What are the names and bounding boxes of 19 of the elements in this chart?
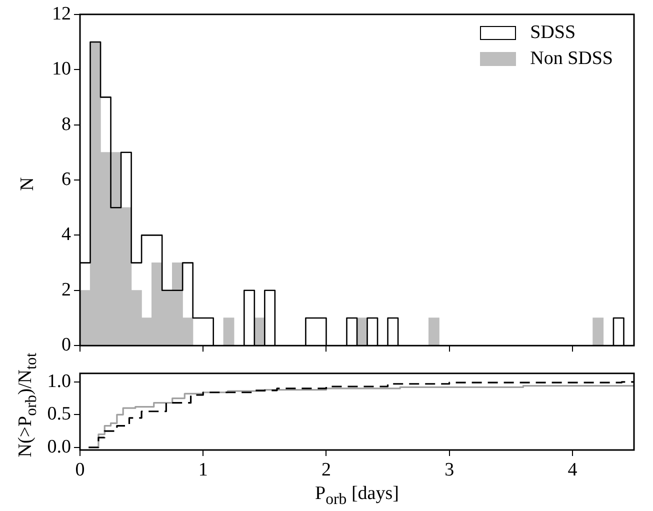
y-tick-label: 0.5 bbox=[47, 404, 71, 425]
legend-label: SDSS bbox=[530, 22, 576, 44]
x-tick-label: 0 bbox=[75, 459, 85, 480]
y-tick-label: 12 bbox=[52, 3, 71, 24]
y-tick-label: 0.0 bbox=[47, 436, 71, 458]
y-tick-label: 8 bbox=[62, 114, 71, 135]
x-tick-label: 3 bbox=[444, 459, 454, 480]
y-tick-label: 4 bbox=[62, 224, 72, 246]
y-tick-label: 0 bbox=[62, 334, 71, 356]
legend-label: Non SDSS bbox=[530, 48, 613, 70]
y-tick-label: 6 bbox=[62, 168, 71, 190]
x-tick-label: 4 bbox=[568, 459, 578, 480]
y-tick-label: 1.0 bbox=[47, 370, 71, 392]
x-tick-label: 2 bbox=[321, 459, 331, 480]
y-axis-title: N bbox=[17, 176, 39, 190]
x-tick-label: 1 bbox=[198, 459, 208, 480]
y-tick-label: 2 bbox=[62, 279, 71, 300]
y-tick-label: 10 bbox=[52, 58, 71, 80]
x-axis-title: P$_{orb}$ [days] bbox=[315, 483, 399, 509]
